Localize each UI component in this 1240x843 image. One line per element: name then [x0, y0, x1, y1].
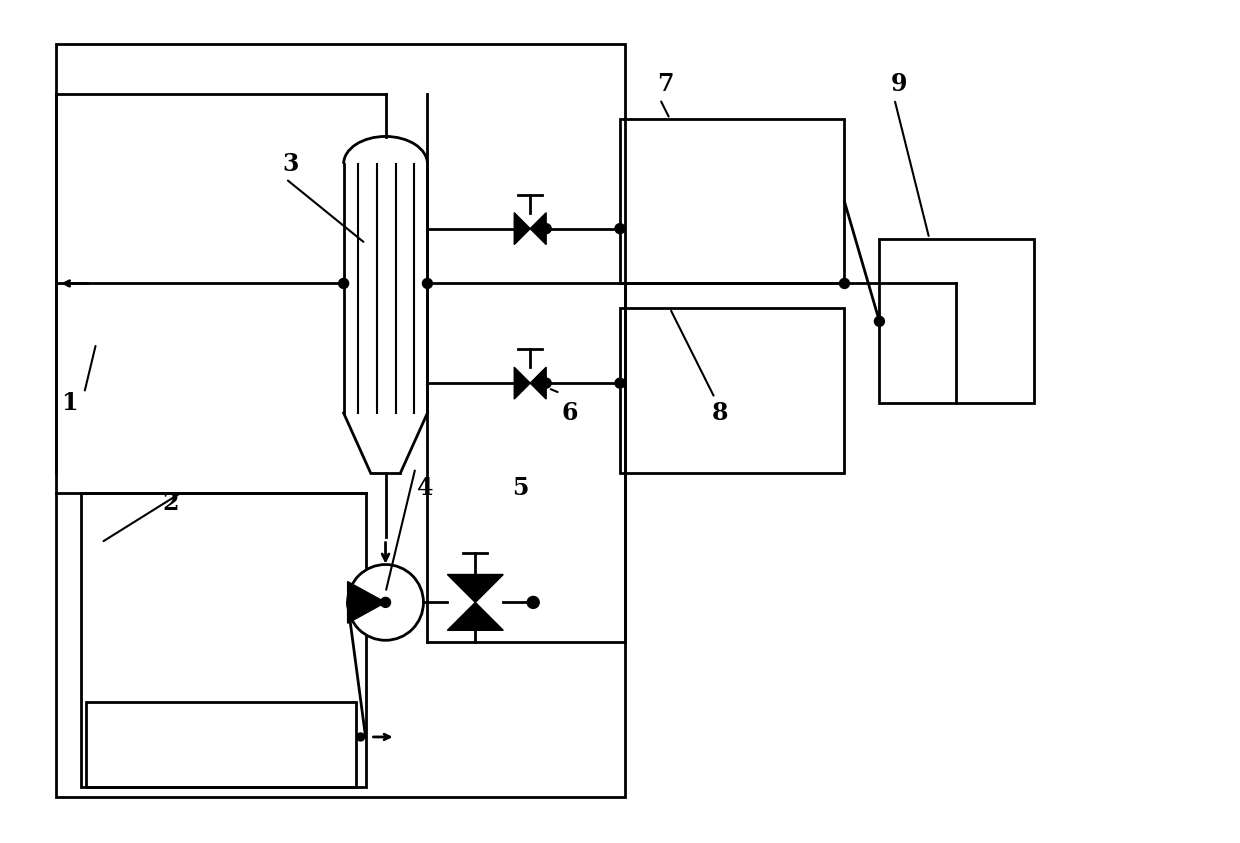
Circle shape [423, 278, 433, 288]
Polygon shape [531, 212, 546, 244]
Circle shape [874, 316, 884, 326]
Bar [87, 702, 356, 787]
Circle shape [339, 278, 348, 288]
Circle shape [357, 733, 365, 741]
Bar [879, 239, 1034, 403]
Bar [620, 309, 844, 473]
Text: 6: 6 [562, 401, 578, 425]
Text: 4: 4 [417, 475, 434, 500]
Circle shape [541, 223, 551, 234]
Circle shape [615, 379, 625, 388]
Bar [81, 493, 366, 787]
Circle shape [527, 596, 539, 609]
Circle shape [347, 565, 423, 641]
Text: 1: 1 [61, 391, 77, 415]
Polygon shape [347, 582, 386, 623]
Polygon shape [515, 368, 531, 399]
Circle shape [541, 379, 551, 388]
Text: 8: 8 [712, 401, 728, 425]
Polygon shape [515, 212, 531, 244]
Circle shape [615, 223, 625, 234]
Text: 3: 3 [283, 152, 299, 176]
Circle shape [839, 278, 849, 288]
Text: 5: 5 [512, 475, 528, 500]
Polygon shape [531, 368, 546, 399]
Text: 7: 7 [657, 72, 673, 96]
Circle shape [381, 598, 391, 608]
Polygon shape [448, 574, 503, 603]
Bar [56, 44, 625, 797]
Bar [620, 119, 844, 283]
Text: 2: 2 [162, 491, 180, 515]
Text: 9: 9 [892, 72, 908, 96]
Polygon shape [448, 603, 503, 631]
